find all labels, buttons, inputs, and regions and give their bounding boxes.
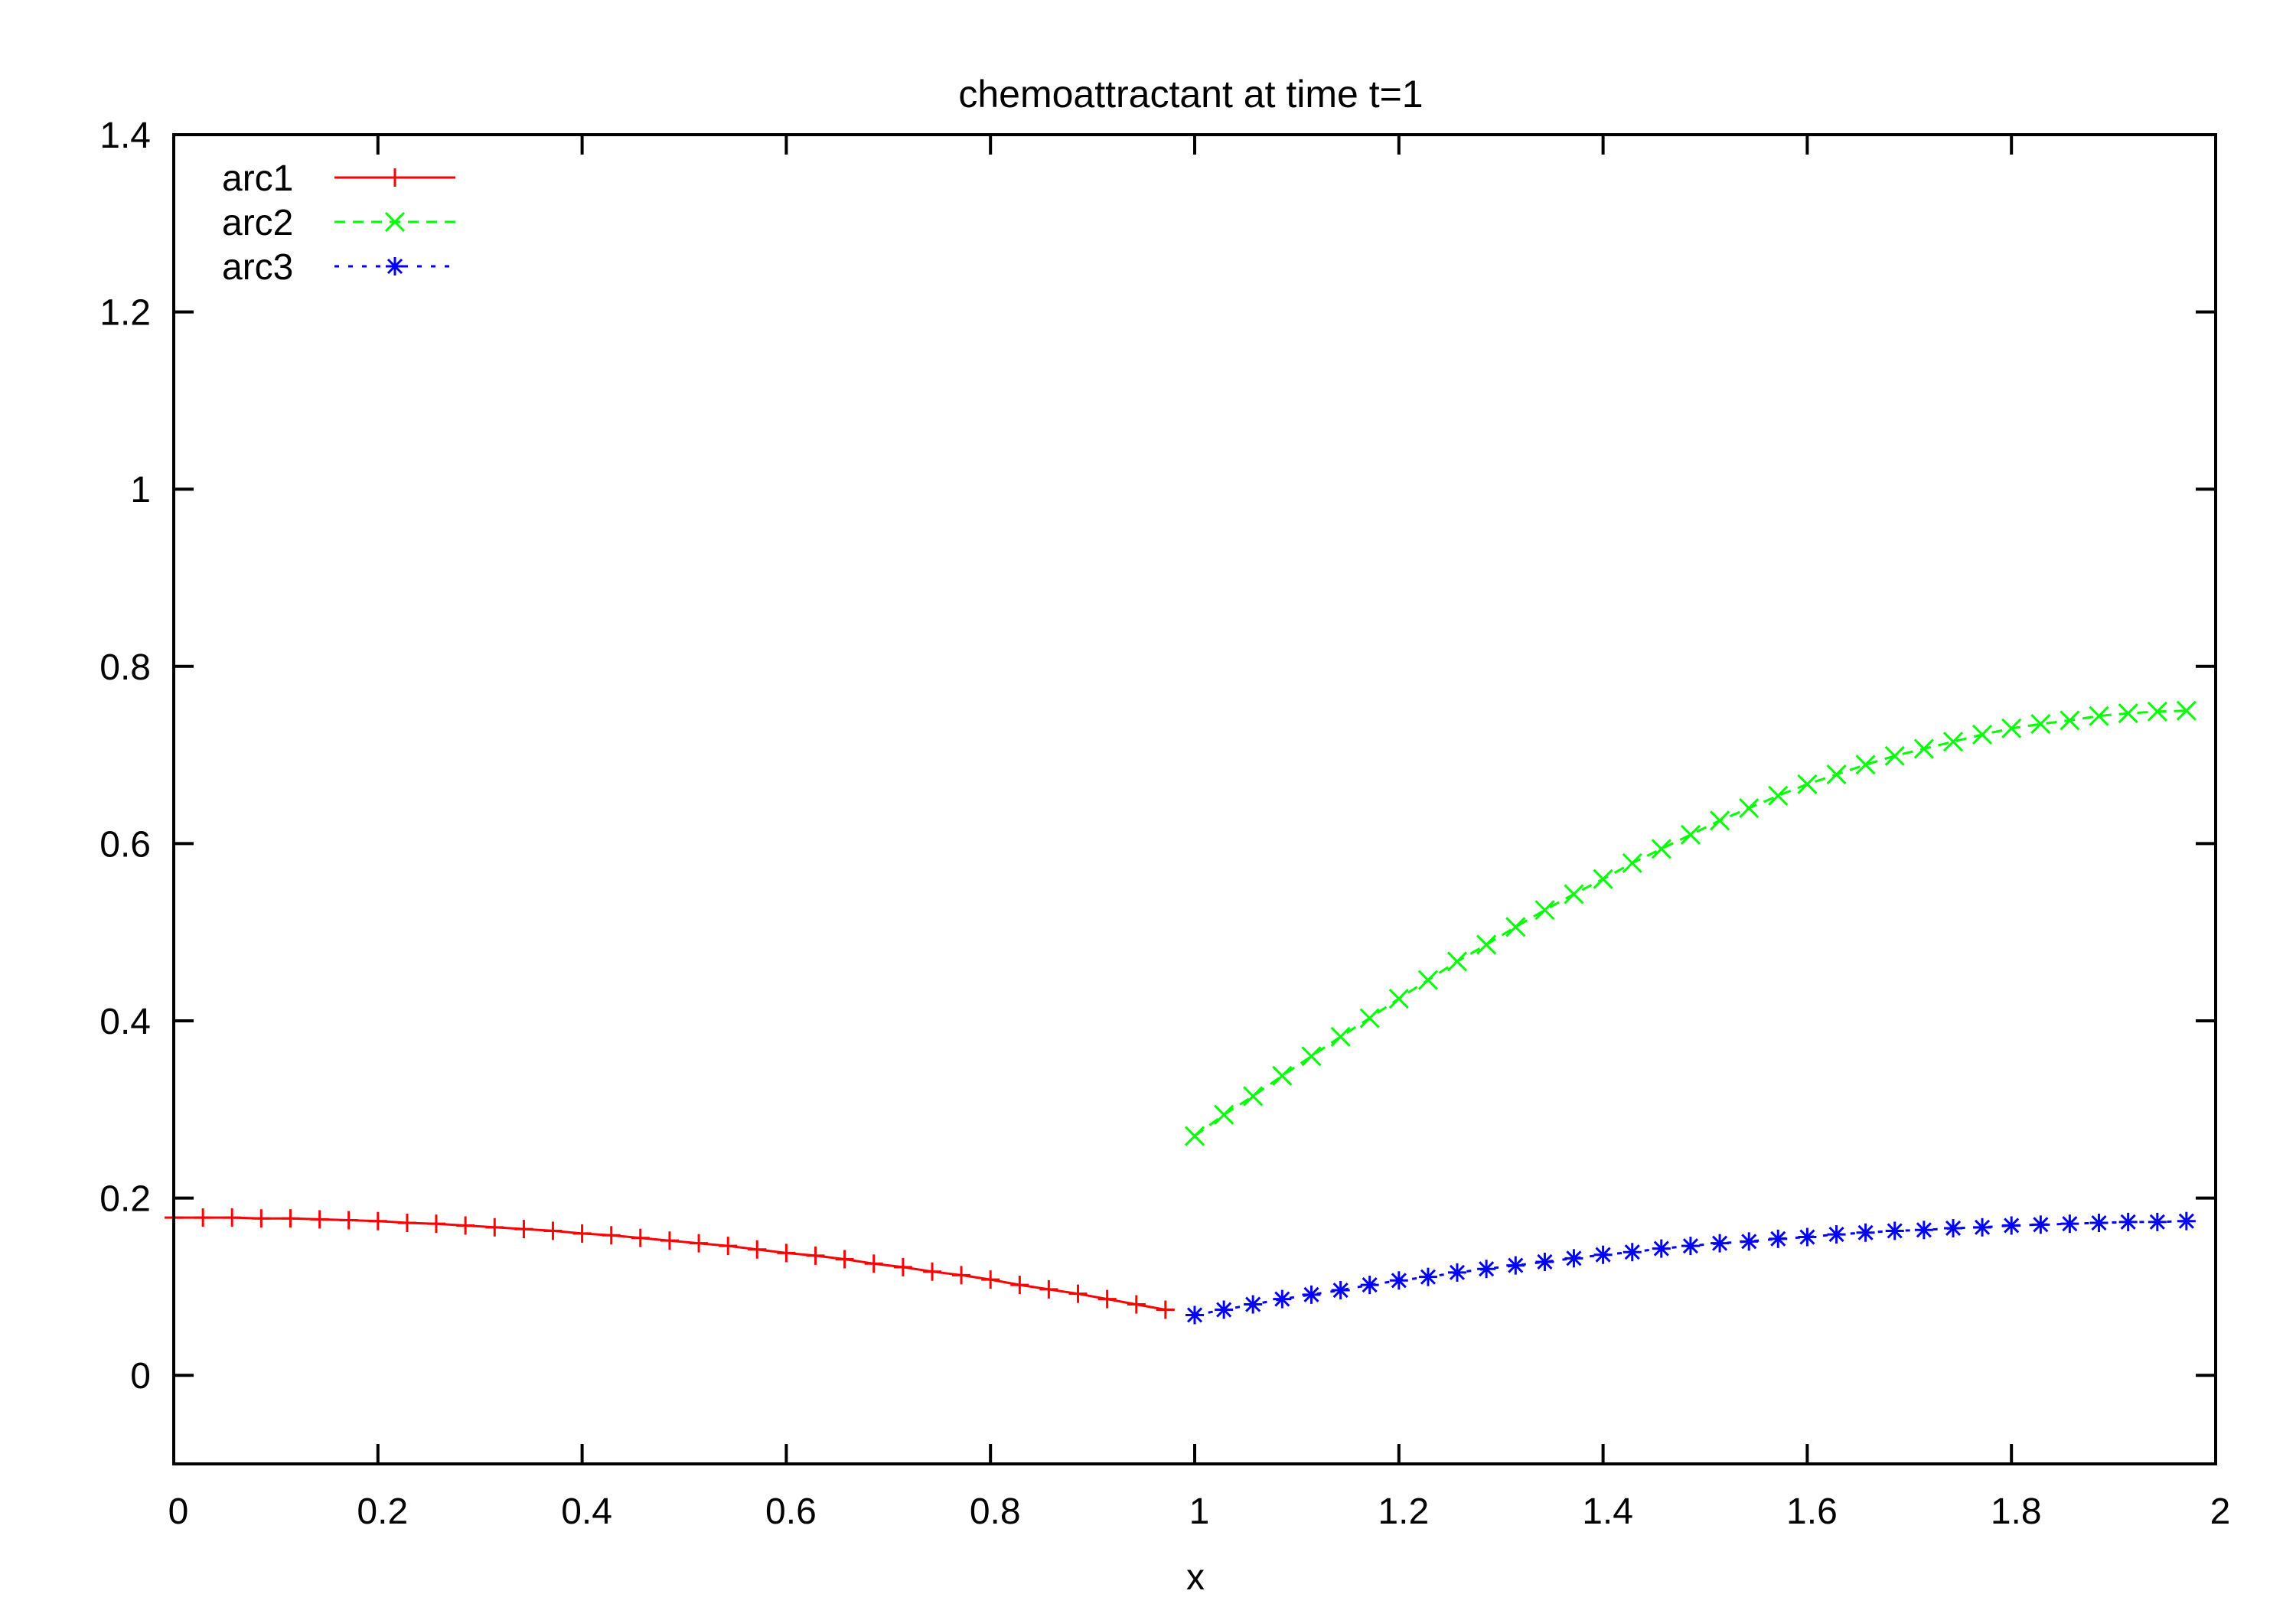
y-tick-label: 0.4 [99, 1002, 151, 1042]
y-tick-label: 0.8 [99, 647, 151, 688]
x-tick-label: 0.8 [970, 1491, 1021, 1532]
plus-icon [386, 168, 404, 187]
x-tick-label: 0.6 [765, 1491, 817, 1532]
plus-marker-icon [165, 1208, 1175, 1319]
x-axis-ticks: 0 0.2 0.4 0.6 0.8 1 1.2 1.4 1.6 1.8 2 [168, 135, 2231, 1532]
series-line [1194, 1220, 2187, 1316]
x-tick-label: 1.8 [1991, 1491, 2042, 1532]
legend-label: arc3 [222, 247, 293, 288]
x-axis-label: x [1186, 1557, 1205, 1598]
x-tick-label: 0.2 [357, 1491, 408, 1532]
star-marker-icon [1186, 1211, 2196, 1325]
chart-title: chemoattractant at time t=1 [958, 73, 1423, 116]
y-tick-label: 1 [130, 470, 151, 510]
plot-series [165, 700, 2197, 1325]
series-arc2 [1184, 700, 2197, 1146]
series-arc3 [1186, 1211, 2196, 1325]
cross-marker-icon [1184, 700, 2197, 1146]
y-tick-label: 1.2 [99, 293, 151, 334]
legend-item-arc1: arc1 [222, 158, 455, 199]
x-tick-label: 1.6 [1786, 1491, 1838, 1532]
cross-icon [384, 211, 406, 233]
series-arc1 [165, 1208, 1175, 1319]
x-tick-label: 1.2 [1378, 1491, 1429, 1532]
legend-label: arc1 [222, 158, 293, 199]
y-tick-label: 0 [130, 1356, 151, 1397]
y-tick-label: 1.4 [99, 116, 151, 156]
y-tick-label: 0.2 [99, 1179, 151, 1220]
legend-item-arc3: arc3 [222, 247, 455, 288]
series-line [1194, 709, 2187, 1137]
x-tick-label: 1 [1189, 1491, 1210, 1532]
legend-label: arc2 [222, 203, 293, 243]
plot-frame [172, 133, 2217, 1465]
x-tick-label: 0 [168, 1491, 189, 1532]
star-icon [386, 257, 404, 275]
y-tick-label: 0.6 [99, 824, 151, 865]
x-tick-label: 0.4 [561, 1491, 612, 1532]
legend-item-arc2: arc2 [222, 203, 455, 243]
x-tick-label: 1.4 [1582, 1491, 1633, 1532]
x-tick-label: 2 [2210, 1491, 2231, 1532]
y-axis-ticks: 0 0.2 0.4 0.6 0.8 1 1.2 1.4 [99, 116, 2216, 1397]
series-line [174, 1216, 1166, 1311]
